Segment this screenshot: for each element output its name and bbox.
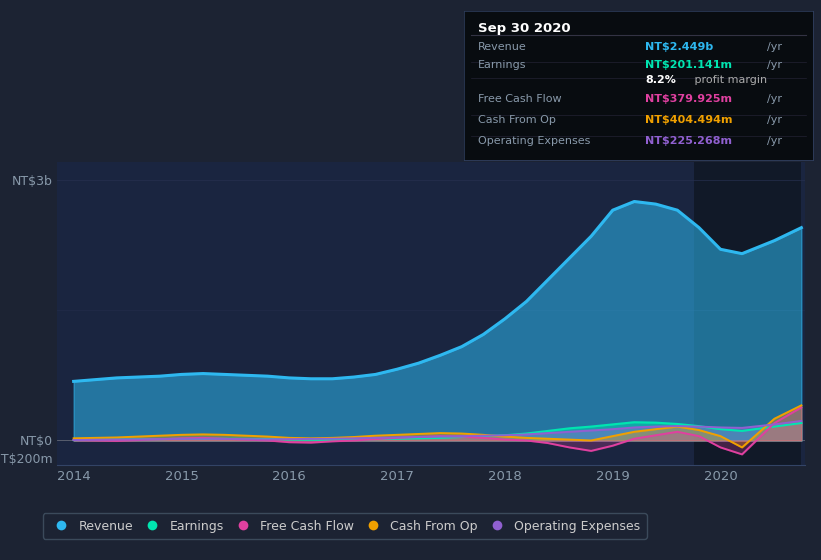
Text: NT$379.925m: NT$379.925m bbox=[645, 94, 732, 104]
Text: Revenue: Revenue bbox=[478, 43, 526, 53]
Text: Earnings: Earnings bbox=[478, 60, 526, 70]
Text: Operating Expenses: Operating Expenses bbox=[478, 136, 590, 146]
Text: NT$2.449b: NT$2.449b bbox=[645, 43, 713, 53]
Text: /yr: /yr bbox=[768, 136, 782, 146]
Text: /yr: /yr bbox=[768, 94, 782, 104]
Text: 8.2%: 8.2% bbox=[645, 75, 677, 85]
Text: profit margin: profit margin bbox=[690, 75, 767, 85]
Text: /yr: /yr bbox=[768, 115, 782, 125]
Text: NT$404.494m: NT$404.494m bbox=[645, 115, 733, 125]
Legend: Revenue, Earnings, Free Cash Flow, Cash From Op, Operating Expenses: Revenue, Earnings, Free Cash Flow, Cash … bbox=[43, 514, 646, 539]
Bar bbox=[694, 162, 801, 465]
Text: /yr: /yr bbox=[768, 43, 782, 53]
Text: NT$225.268m: NT$225.268m bbox=[645, 136, 732, 146]
Text: Cash From Op: Cash From Op bbox=[478, 115, 556, 125]
Text: NT$201.141m: NT$201.141m bbox=[645, 60, 732, 70]
Text: Free Cash Flow: Free Cash Flow bbox=[478, 94, 562, 104]
Text: Sep 30 2020: Sep 30 2020 bbox=[478, 22, 571, 35]
Text: /yr: /yr bbox=[768, 60, 782, 70]
